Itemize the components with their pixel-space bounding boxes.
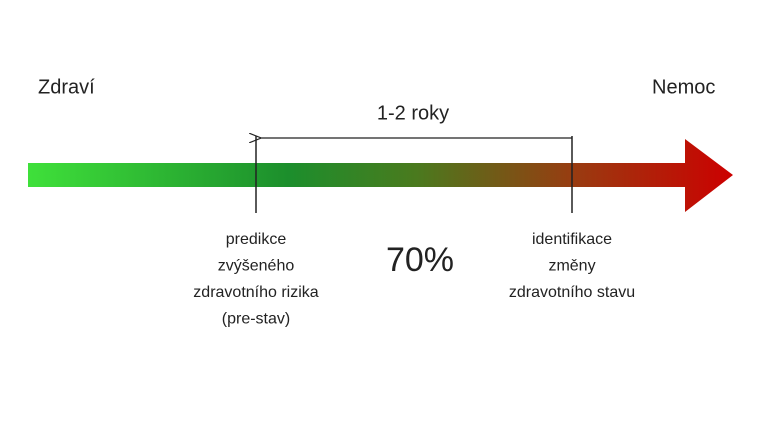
end-label: Nemoc [652, 76, 715, 98]
end-label: Zdraví [38, 76, 95, 98]
marker-label: identifikace [532, 231, 612, 248]
progress-arrow [28, 139, 733, 212]
marker-label: zdravotního rizika [193, 284, 318, 301]
marker-label: zvýšeného [218, 258, 295, 275]
marker-label: (pre-stav) [222, 311, 290, 328]
marker-label: predikce [226, 231, 287, 248]
interval-label: 1-2 roky [377, 102, 449, 124]
marker-label: zdravotního stavu [509, 284, 635, 301]
center-value: 70% [386, 241, 454, 279]
marker-label: změny [548, 258, 595, 275]
